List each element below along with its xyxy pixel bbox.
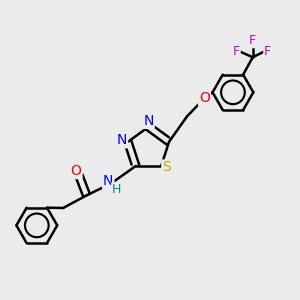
Text: O: O <box>71 164 82 178</box>
Text: N: N <box>143 114 154 128</box>
Text: F: F <box>249 34 256 47</box>
Text: F: F <box>264 45 271 58</box>
Text: H: H <box>112 184 121 196</box>
Text: F: F <box>233 45 240 58</box>
Text: S: S <box>162 160 171 175</box>
Text: O: O <box>199 91 210 105</box>
Text: N: N <box>117 133 127 147</box>
Text: N: N <box>103 174 113 188</box>
